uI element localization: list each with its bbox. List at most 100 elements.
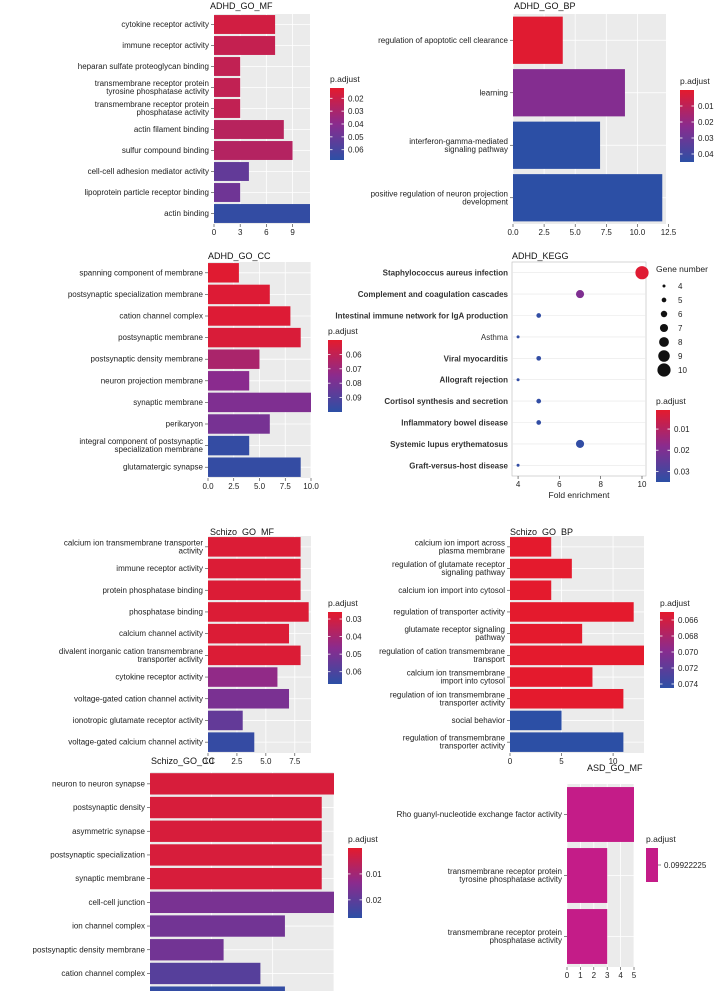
category-label: specialization membrane [115,445,204,454]
size-legend-label: 5 [678,296,683,305]
bar [510,645,644,666]
category-label: Staphylococcus aureus infection [383,269,508,278]
legend-tick-label: 0.05 [346,650,362,659]
bar [510,688,624,709]
legend-title: p.adjust [656,396,686,406]
bar [150,844,322,866]
size-legend-dot [659,323,669,333]
bar [150,986,285,991]
category-label: Graft-versus-host disease [409,461,508,470]
x-tick-label: 0 [565,971,570,980]
category-label: regulation of transmembrane [403,734,506,743]
x-tick-label: 8 [598,480,603,489]
category-label: postsynaptic specialization [50,850,145,859]
x-tick-label: 2.5 [539,228,551,237]
size-legend-label: 9 [678,352,683,361]
point [536,355,542,361]
legend-tick-label: 0.01 [366,870,382,879]
bar [208,623,290,644]
category-label: postsynaptic density membrane [33,945,146,954]
bar [208,688,290,709]
bar [208,392,311,413]
chart-title: ADHD_GO_BP [514,1,576,11]
category-label: activity [179,546,203,555]
category-label: phosphatase binding [129,607,203,616]
category-label: spanning component of membrane [79,268,203,277]
legend-tick-label: 0.03 [346,615,362,624]
bar [208,263,239,283]
category-label: import into cytosol [441,677,506,686]
point [536,420,542,425]
category-label: immune receptor activity [116,564,203,573]
legend-tick-label: 0.01 [698,102,714,111]
category-label: actin binding [164,209,209,218]
bar [208,435,250,456]
chart-adhd_go_cc: ADHD_GO_CC spanning component of membrane… [68,251,362,491]
bar [208,414,270,434]
category-label: voltage-gated calcium channel activity [68,738,203,747]
category-label: immune receptor activity [122,41,209,50]
x-tick-label: 3 [238,228,243,237]
legend-colorbar [660,612,674,688]
point [575,439,585,448]
chart-title: ASD_GO_MF [587,763,643,773]
x-tick-label: 0.0 [202,482,214,491]
x-tick-label: 5.0 [254,482,266,491]
size-legend-label: 7 [678,324,683,333]
category-label: voltage-gated cation channel activity [74,694,203,703]
category-label: glutamatergic synapse [123,463,204,472]
x-tick-label: 0.0 [202,757,214,766]
category-label: regulation of transporter activity [393,607,505,616]
x-tick-label: 7.5 [601,228,613,237]
legend-colorbar [328,612,342,684]
x-tick-label: 0 [508,757,513,766]
bar [567,787,634,842]
legend-colorbar [646,848,658,882]
point [516,335,520,339]
category-label: pathway [475,633,505,642]
category-label: ionotropic glutamate receptor activity [73,716,203,725]
category-label: cytokine receptor activity [121,20,209,29]
category-label: integral component of postsynaptic [79,437,203,446]
x-tick-label: 6 [557,480,562,489]
legend-title: p.adjust [680,76,710,86]
bar [510,623,583,644]
bar [214,183,241,202]
category-label: phosphatase activity [490,936,563,945]
bar [208,580,301,601]
bar [567,848,608,903]
x-axis-label: Fold enrichment [549,490,611,500]
bar [214,162,249,181]
x-tick-label: 5 [632,971,637,980]
legend-tick-label: 0.08 [346,379,362,388]
legend-tick-label: 0.074 [678,680,699,689]
bar [150,796,322,819]
bar [208,732,255,752]
x-tick-label: 5 [559,757,564,766]
size-legend-label: 10 [678,366,687,375]
category-label: social behavior [452,716,506,725]
category-label: Allograft rejection [440,376,509,385]
legend-title: p.adjust [328,598,358,608]
category-label: regulation of ion transmembrane [390,690,506,699]
legend-tick-label: 0.06 [346,668,362,677]
bar [214,141,293,160]
point [536,313,542,318]
bar [214,36,276,55]
legend-tick-label: 0.06 [348,146,364,155]
bar [208,602,309,622]
category-label: development [462,197,509,206]
bar [208,558,301,579]
category-label: transmembrane receptor protein [95,100,209,109]
category-label: sulfur compound binding [122,146,209,155]
chart-title: ADHD_GO_CC [208,251,271,261]
category-label: divalent inorganic cation transmembrane [59,647,204,656]
category-label: actin filament binding [134,125,209,134]
category-label: phosphatase activity [137,108,210,117]
size-legend-dot [660,310,668,318]
